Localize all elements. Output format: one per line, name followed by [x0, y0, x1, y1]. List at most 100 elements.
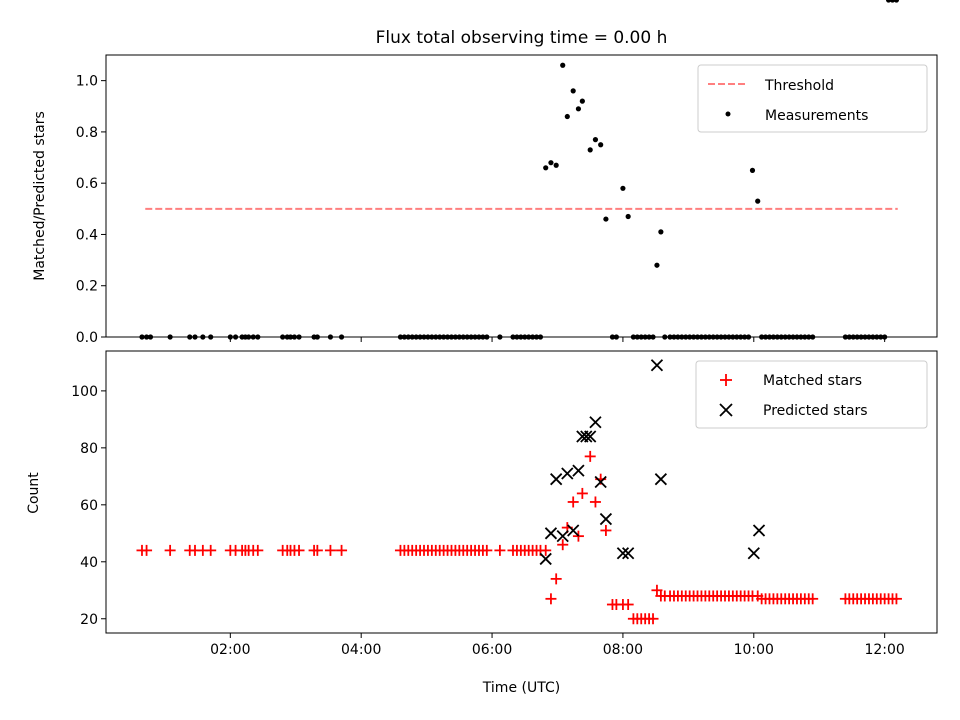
bottom-y-axis-label: Count — [26, 472, 42, 514]
measurements-legend-label: Measurements — [765, 108, 868, 124]
matched-stars-point — [141, 544, 153, 556]
predicted-stars-point — [550, 473, 563, 486]
predicted-stars-point — [752, 524, 766, 537]
measurements-point — [592, 137, 599, 143]
matched-stars-point — [622, 599, 634, 611]
bottom-plot-area — [136, 359, 902, 625]
bottom-y-tick-label: 60 — [80, 498, 98, 514]
measurements-point — [579, 98, 585, 104]
matched-stars-point — [540, 544, 552, 556]
matched-stars-point — [164, 544, 176, 556]
predicted-stars-point — [556, 530, 569, 543]
top-y-tick-label: 1.0 — [76, 74, 98, 90]
predicted-stars-legend-swatch — [719, 403, 733, 417]
measurements-point — [889, 0, 896, 3]
x-tick-label: 06:00 — [472, 642, 512, 658]
matched-stars-point — [205, 544, 217, 556]
matched-stars-point — [890, 593, 902, 605]
matched-stars-point — [567, 496, 579, 508]
top-y-tick-label: 0.6 — [76, 176, 98, 192]
bottom-y-tick-label: 40 — [80, 555, 98, 571]
top-legend: Threshold Measurements — [697, 64, 928, 133]
predicted-stars-point — [747, 547, 760, 560]
top-y-tick-label: 0.8 — [76, 125, 98, 141]
matched-stars-point — [807, 593, 819, 605]
matched-stars-point — [589, 496, 601, 508]
predicted-stars-point — [654, 473, 668, 486]
x-tick-label: 02:00 — [210, 642, 250, 658]
matched-stars-point — [584, 450, 596, 462]
predicted-stars-point — [584, 430, 597, 443]
bottom-y-tick-label: 20 — [80, 612, 98, 628]
matched-stars-point — [293, 544, 305, 556]
measurements-point — [560, 62, 566, 68]
bottom-legend-box — [695, 360, 928, 429]
matched-stars-point — [324, 544, 336, 556]
measurements-point — [603, 216, 609, 222]
matched-stars-point — [576, 487, 588, 499]
top-y-axis-label: Matched/Predicted stars — [32, 111, 48, 281]
measurements-point — [654, 262, 660, 268]
predicted-stars-point — [567, 524, 580, 537]
matched-stars-point — [647, 613, 659, 625]
x-tick-label: 10:00 — [734, 642, 774, 658]
measurements-point — [749, 167, 756, 173]
predicted-stars-point — [572, 464, 585, 477]
predicted-stars-point — [599, 512, 613, 526]
top-panel: 0.0 0.2 0.4 0.6 0.8 1.0 Matched/Predicted sta… — [32, 0, 938, 346]
matched-stars-point — [651, 584, 663, 596]
matched-stars-point — [557, 539, 569, 551]
bottom-axes-frame — [105, 350, 938, 634]
predicted-stars-point — [622, 547, 635, 560]
predicted-stars-point — [589, 416, 602, 429]
bottom-legend: Matched stars Predicted stars — [695, 360, 928, 429]
predicted-stars-point — [594, 475, 607, 489]
top-y-tick-label: 0.4 — [76, 227, 98, 243]
matched-stars-legend-swatch — [720, 374, 732, 386]
matched-stars-point — [545, 593, 557, 605]
predicted-stars-point — [580, 430, 593, 443]
measurements-point — [570, 88, 576, 94]
top-y-tick-label: 0.2 — [76, 279, 98, 295]
matched-stars-point — [494, 544, 506, 556]
measurements-point — [625, 213, 631, 220]
measurements-point — [885, 0, 892, 3]
top-plot-area — [139, 0, 900, 340]
top-y-tick-label: 0.0 — [76, 330, 98, 346]
matched-stars-point — [311, 544, 323, 556]
measurements-point — [598, 142, 604, 148]
measurements-point — [893, 0, 900, 3]
measurements-point — [658, 229, 664, 235]
measurements-point — [620, 185, 626, 191]
bottom-y-tick-label: 80 — [80, 441, 98, 457]
top-legend-box — [697, 64, 928, 133]
measurements-point — [575, 106, 582, 112]
matched-stars-point — [252, 544, 264, 556]
measurements-legend-swatch — [725, 111, 731, 117]
measurements-point — [553, 162, 559, 168]
predicted-stars-point — [616, 547, 630, 560]
top-axes-frame — [105, 54, 938, 338]
matched-stars-point — [481, 544, 493, 556]
bottom-x-ticks: 02:00 04:00 06:00 08:00 10:00 12:00 — [210, 633, 905, 658]
predicted-stars-point — [544, 527, 558, 540]
matched-stars-legend-label: Matched stars — [763, 373, 862, 389]
matched-stars-point — [600, 524, 612, 536]
threshold-legend-label: Threshold — [764, 78, 834, 94]
predicted-stars-point — [539, 552, 552, 566]
bottom-y-tick-label: 100 — [71, 384, 98, 400]
measurements-point — [548, 160, 554, 166]
predicted-stars-point — [650, 359, 664, 372]
measurements-point — [543, 165, 549, 171]
top-x-ticks — [229, 337, 886, 342]
x-tick-label: 08:00 — [603, 642, 643, 658]
bottom-panel: 20 40 60 80 100 02:00 04:00 06:00 08:00 10:00 12:… — [26, 350, 938, 696]
measurements-point — [755, 198, 761, 204]
measurements-point — [587, 147, 593, 153]
x-tick-label: 12:00 — [864, 642, 904, 658]
x-axis-label: Time (UTC) — [482, 680, 560, 696]
bottom-y-ticks: 20 40 60 80 100 — [71, 384, 106, 628]
matched-stars-point — [336, 544, 348, 556]
matched-stars-point — [550, 573, 562, 585]
